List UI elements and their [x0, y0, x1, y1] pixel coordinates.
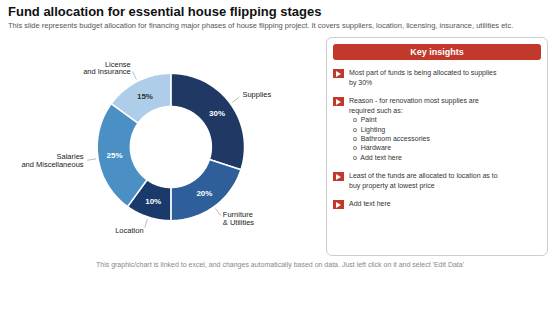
svg-text:30%: 30% [209, 109, 225, 118]
html-text:This graphic/chart is linked t: This graphic/chart is linked to excel, a… [96, 261, 464, 269]
html-text:Fund allocation for essential: Fund allocation for essential house flip… [8, 4, 322, 19]
html-text:This slide represents budget a: This slide represents budget allocation … [8, 21, 514, 30]
svg-text:15%: 15% [137, 92, 153, 101]
html-text:Key insights: Key insights [410, 47, 464, 58]
svg-text:Licenseand Insurance: Licenseand Insurance [83, 60, 131, 77]
html-text:Add text here: Add text here [349, 200, 391, 208]
svg-text:Supplies: Supplies [242, 91, 271, 100]
html-text:Most part of funds is being al: Most part of funds is being allocated to… [349, 69, 497, 86]
html-text:Least of the funds are allocat: Least of the funds are allocated to loca… [349, 172, 498, 189]
svg-text:Location: Location [115, 227, 143, 236]
svg-text:25%: 25% [106, 152, 122, 161]
svg-text:Salariesand Miscellaneous: Salariesand Miscellaneous [21, 153, 83, 170]
html-text:Reason - for renovation most s: Reason - for renovation most supplies ar… [349, 97, 479, 161]
svg-text:10%: 10% [145, 197, 161, 206]
svg-text:20%: 20% [196, 189, 212, 198]
svg-text:Furniture& Utilities: Furniture& Utilities [223, 211, 255, 228]
